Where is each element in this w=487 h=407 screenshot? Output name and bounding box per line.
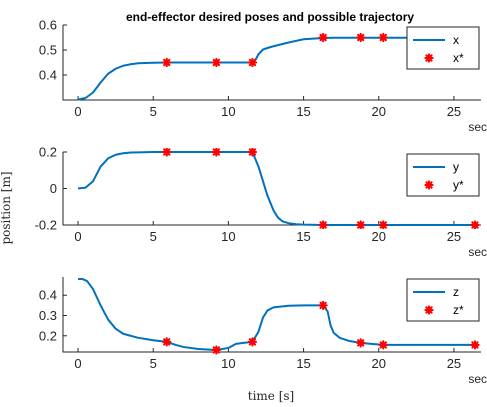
series-marker-zstar xyxy=(378,340,388,350)
x-tick-label: 10 xyxy=(221,229,235,244)
marker-stroke xyxy=(248,338,257,346)
series-marker-ystar xyxy=(470,220,480,229)
y-tick-label: 0.2 xyxy=(39,145,57,160)
series-marker-xstar xyxy=(378,32,388,43)
series-marker-zstar xyxy=(470,340,480,350)
series-marker-ystar xyxy=(211,148,222,157)
marker-stroke xyxy=(248,148,257,156)
x-tick-label: 10 xyxy=(221,356,235,371)
x-tick-label: 10 xyxy=(221,104,235,119)
series-marker-xstar xyxy=(211,57,222,68)
legend-label: z* xyxy=(453,303,464,317)
legend-marker-swatch xyxy=(424,180,434,190)
marker-stroke xyxy=(379,33,387,42)
x-tick-label: 5 xyxy=(150,104,157,119)
marker-stroke xyxy=(425,54,433,62)
marker-stroke xyxy=(471,221,479,229)
marker-stroke xyxy=(212,148,221,156)
x-tick-label: 25 xyxy=(447,104,461,119)
y-tick-label: 0 xyxy=(50,181,57,196)
marker-stroke xyxy=(471,341,479,349)
x-tick-label: 5 xyxy=(150,356,157,371)
legend: z z* xyxy=(406,278,480,322)
marker-stroke xyxy=(357,33,365,42)
series-marker-zstar xyxy=(162,337,172,347)
series-marker-ystar xyxy=(318,220,328,229)
y-tick-label: 0.2 xyxy=(39,328,57,343)
x-tick-label: 25 xyxy=(447,356,461,371)
series-marker-ystar xyxy=(356,220,366,229)
subplot-z: 0 5 10 15 20 25 0.2 0.3 0.4 sec z z* xyxy=(39,277,487,386)
series-marker-zstar xyxy=(247,337,258,347)
legend: y y* xyxy=(406,153,480,197)
plot-area xyxy=(77,148,480,229)
marker-stroke xyxy=(163,58,171,67)
subplot-y: 0 5 10 15 20 25 -0.2 0 0.2 sec y y* xyxy=(35,145,487,260)
x-unit-label: sec xyxy=(468,372,487,386)
x-tick-label: 0 xyxy=(74,104,81,119)
series-marker-xstar xyxy=(162,57,172,68)
legend-label: y* xyxy=(453,178,464,192)
marker-stroke xyxy=(425,306,433,314)
marker-stroke xyxy=(163,148,171,156)
x-tick-label: 0 xyxy=(74,356,81,371)
plot-area xyxy=(78,278,480,355)
x-tick-label: 20 xyxy=(372,229,386,244)
x-tick-label: 15 xyxy=(296,356,310,371)
legend: x x* xyxy=(406,26,480,70)
y-tick-label: 0.6 xyxy=(39,18,57,33)
legend-label: x xyxy=(453,33,459,47)
y-axis-label: position [m] xyxy=(0,171,13,244)
marker-stroke xyxy=(379,341,387,349)
series-marker-ystar xyxy=(378,220,388,229)
marker-stroke xyxy=(319,221,327,229)
x-tick-label: 25 xyxy=(447,229,461,244)
x-tick-label: 15 xyxy=(296,104,310,119)
subplot-x: 0 5 10 15 20 25 0.4 0.5 0.6 sec x x* xyxy=(39,18,487,135)
x-tick-label: 15 xyxy=(296,229,310,244)
series-marker-zstar xyxy=(356,338,366,348)
marker-stroke xyxy=(212,346,221,354)
x-tick-label: 20 xyxy=(372,104,386,119)
legend-marker-swatch xyxy=(424,305,434,315)
y-tick-label: 0.4 xyxy=(39,68,57,83)
series-marker-xstar xyxy=(356,32,366,43)
marker-stroke xyxy=(425,181,433,189)
marker-stroke xyxy=(319,301,327,310)
x-axis-label: time [s] xyxy=(248,389,294,403)
marker-stroke xyxy=(212,58,221,67)
legend-label: z xyxy=(453,285,459,299)
series-marker-zstar xyxy=(211,345,222,355)
marker-stroke xyxy=(357,339,365,347)
marker-stroke xyxy=(319,33,327,42)
legend-box xyxy=(406,153,480,197)
series-marker-ystar xyxy=(162,148,172,157)
marker-stroke xyxy=(248,58,257,67)
legend-marker-swatch xyxy=(424,53,434,63)
x-tick-label: 20 xyxy=(372,356,386,371)
y-tick-label: -0.2 xyxy=(35,218,57,233)
legend-box xyxy=(406,26,480,70)
series-marker-zstar xyxy=(318,300,328,311)
chart-title: end-effector desired poses and possible … xyxy=(126,10,414,24)
x-tick-label: 5 xyxy=(150,229,157,244)
y-tick-label: 0.5 xyxy=(39,43,57,58)
marker-stroke xyxy=(379,221,387,229)
legend-label: y xyxy=(453,160,459,174)
legend-label: x* xyxy=(453,51,464,65)
x-tick-label: 0 xyxy=(74,229,81,244)
series-marker-xstar xyxy=(318,32,328,43)
y-tick-label: 0.4 xyxy=(39,288,57,303)
marker-stroke xyxy=(163,338,171,346)
x-unit-label: sec xyxy=(468,245,487,259)
legend-box xyxy=(406,278,480,322)
series-marker-xstar xyxy=(247,57,258,68)
y-tick-label: 0.3 xyxy=(39,308,57,323)
marker-stroke xyxy=(357,221,365,229)
x-unit-label: sec xyxy=(468,120,487,134)
series-marker-ystar xyxy=(247,148,258,157)
